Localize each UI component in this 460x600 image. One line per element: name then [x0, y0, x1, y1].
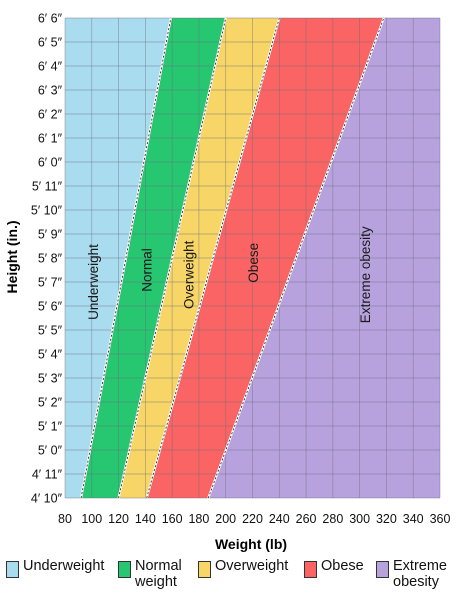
y-tick-label: 6′ 6″ [38, 12, 63, 26]
x-tick-label: 320 [376, 512, 397, 526]
x-tick-label: 280 [322, 512, 343, 526]
x-tick-label: 160 [162, 512, 183, 526]
legend-item-normal: Normal weight [118, 558, 182, 590]
y-tick-labels: 4′ 10″ 4′ 11″ 5′ 0″ 5′ 1″ 5′ 2″ 5′ 3″ 5′ 4″ 5′ … [31, 12, 63, 506]
y-tick-label: 6′ 1″ [38, 132, 63, 146]
x-tick-label: 260 [296, 512, 317, 526]
x-tick-label: 140 [135, 512, 156, 526]
y-tick-label: 5′ 0″ [38, 444, 63, 458]
y-tick-label: 5′ 1″ [38, 420, 63, 434]
y-tick-label: 6′ 0″ [38, 156, 63, 170]
y-tick-label: 4′ 11″ [32, 468, 63, 482]
region-label-extreme-obesity: Extreme obesity [358, 226, 373, 323]
x-tick-label: 180 [188, 512, 209, 526]
x-tick-label: 200 [215, 512, 236, 526]
y-tick-label: 4′ 10″ [31, 492, 63, 506]
grid-lines [64, 17, 441, 499]
legend-item-obese: Obese [304, 558, 364, 578]
x-tick-label: 360 [430, 512, 451, 526]
y-tick-label: 6′ 3″ [38, 84, 63, 98]
legend-swatch-extreme [376, 561, 389, 578]
y-tick-label: 5′ 4″ [38, 348, 63, 362]
legend-label-obese: Obese [321, 558, 364, 574]
legend-item-extreme: Extreme obesity [376, 558, 447, 590]
y-tick-label: 5′ 7″ [38, 276, 63, 290]
y-tick-label: 5′ 9″ [38, 228, 63, 242]
region-label-normal-weight: Normal [140, 248, 155, 292]
legend-label-extreme: Extreme obesity [393, 558, 447, 590]
x-tick-labels: 80 100 120 140 160 180 200 220 240 260 280 300 320 34… [58, 512, 450, 526]
legend-swatch-underweight [6, 561, 19, 578]
x-tick-label: 340 [403, 512, 424, 526]
y-tick-label: 6′ 4″ [38, 60, 63, 74]
y-tick-label: 5′ 6″ [38, 300, 63, 314]
x-tick-label: 100 [81, 512, 102, 526]
legend-label-underweight: Underweight [23, 558, 105, 574]
region-label-underweight: Underweight [86, 244, 101, 320]
boundary-dash [118, 17, 227, 499]
y-tick-label: 5′ 8″ [38, 252, 63, 266]
legend-item-overweight: Overweight [198, 558, 288, 578]
x-tick-label: 240 [269, 512, 290, 526]
y-tick-label: 6′ 2″ [38, 108, 63, 122]
boundary-dash [146, 17, 280, 499]
legend: Underweight Normal weight Overweight Obe… [4, 558, 456, 598]
legend-item-underweight: Underweight [6, 558, 104, 578]
legend-swatch-obese [304, 561, 317, 578]
boundary-dash [207, 17, 385, 499]
legend-label-overweight: Overweight [215, 558, 289, 574]
y-tick-label: 5′ 11″ [32, 180, 63, 194]
bmi-chart: Underweight Normal Overweight Obese Extreme … [4, 12, 450, 553]
y-axis-title: Height (in.) [4, 220, 20, 293]
legend-swatch-overweight [198, 561, 211, 578]
x-tick-label: 80 [58, 512, 72, 526]
boundary-dash [80, 17, 172, 499]
x-tick-label: 220 [242, 512, 263, 526]
x-axis-title: Weight (lb) [215, 536, 287, 552]
y-tick-label: 5′ 3″ [38, 372, 63, 386]
y-tick-label: 5′ 5″ [38, 324, 63, 338]
x-tick-label: 300 [349, 512, 370, 526]
y-tick-label: 5′ 10″ [31, 204, 63, 218]
y-tick-label: 6′ 5″ [38, 36, 63, 50]
region-label-obese: Obese [246, 243, 261, 283]
x-tick-label: 120 [108, 512, 129, 526]
legend-swatch-normal [118, 561, 131, 578]
region-labels: Underweight Normal Overweight Obese Extreme … [86, 226, 373, 323]
boundary-lines [79, 17, 385, 499]
region-label-overweight: Overweight [181, 240, 196, 309]
y-tick-label: 5′ 2″ [38, 396, 63, 410]
legend-label-normal: Normal weight [135, 558, 182, 590]
